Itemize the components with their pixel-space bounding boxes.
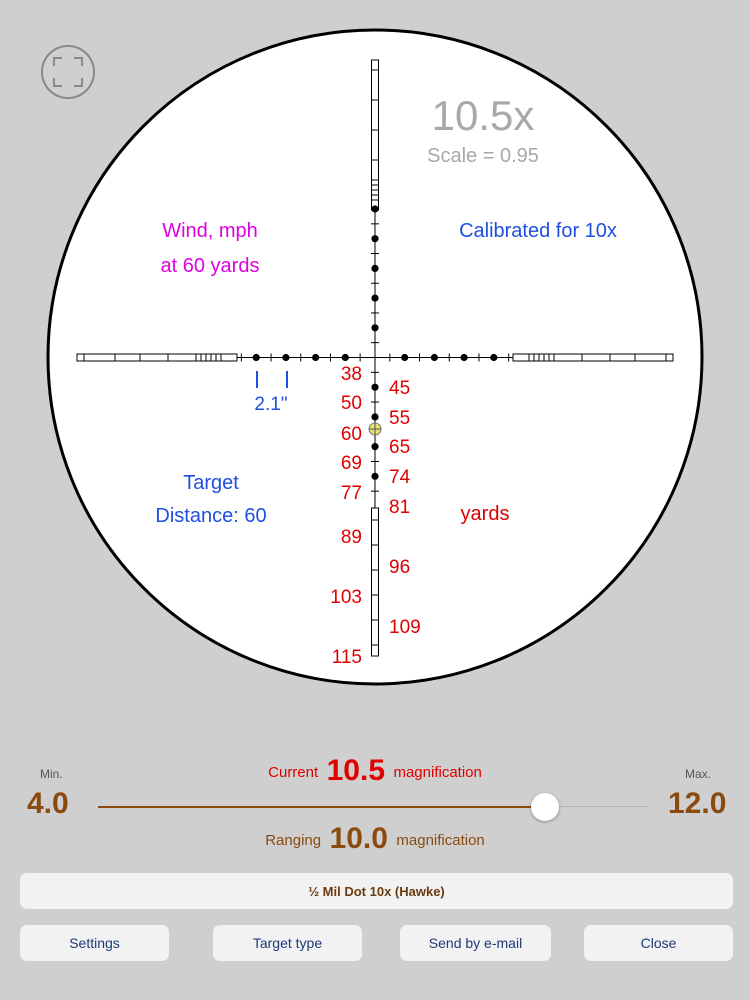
magnification-slider-thumb[interactable] [530,793,559,821]
range-labels-right: 45 55 65 74 81 96 109 [389,378,421,638]
ranging-value: 10.0 [329,822,388,855]
range-label-left: 50 [341,393,362,414]
mil-dot [460,353,468,362]
current-label: Current [268,764,319,781]
min-value: 4.0 [27,787,69,820]
range-label-left: 77 [341,483,362,504]
range-label-left: 38 [341,364,362,385]
magnification-slider-fill[interactable] [98,806,545,808]
aim-point-marker [368,422,382,436]
settings-button[interactable]: Settings [20,925,169,961]
reticle-post-top [371,59,379,211]
reticle-selector-button[interactable]: ½ Mil Dot 10x (Hawke) [20,873,733,909]
mil-dot [341,353,349,362]
reticle-post-right [512,353,674,362]
current-suffix: magnification [393,764,482,781]
reticle-post-left [76,353,238,362]
ranging-suffix: magnification [396,832,485,849]
wind-label-line2: at 60 yards [161,255,260,277]
mil-dot [371,443,379,451]
range-label-left: 69 [341,453,362,474]
min-caption: Min. [40,767,63,781]
scope-view: 10.5x Scale = 0.95 Wind, mph at 60 yards… [41,28,704,686]
current-value: 10.5 [326,754,386,787]
yards-label: yards [461,503,510,525]
spacing-label: 2.1" [254,394,287,415]
wind-label-line1: Wind, mph [162,220,258,242]
target-label-line1: Target [183,472,239,494]
range-label-left: 115 [332,647,362,668]
range-label-right: 55 [389,408,410,429]
calibrated-label: Calibrated for 10x [459,220,617,242]
ranging-label: Ranging [265,832,322,849]
range-label-left: 89 [341,527,362,548]
mil-dot [430,353,438,362]
range-label-right: 109 [389,617,421,638]
mil-dot [490,353,498,362]
reticle-post-bottom [371,507,379,657]
range-label-right: 74 [389,467,411,488]
target-type-button[interactable]: Target type [213,925,362,961]
range-label-right: 65 [389,437,410,458]
range-label-right: 96 [389,557,410,578]
range-label-right: 81 [389,497,410,518]
mil-dot [371,235,379,243]
target-distance-label: Distance: 60 [155,505,266,527]
mil-dot [371,383,379,391]
range-labels-left: 38 50 60 69 77 89 103 115 [330,364,362,668]
ranging-magnification: Ranging 10.0 magnification [0,822,750,856]
mil-dot [371,324,379,332]
mil-dot [371,205,379,213]
range-label-left: 60 [341,424,362,445]
fullscreen-button[interactable] [41,45,95,99]
range-label-right: 45 [389,378,410,399]
mil-dot [252,353,260,362]
mil-dot [312,353,320,362]
mil-dot [282,353,290,362]
mil-dot [371,294,379,302]
max-caption: Max. [685,767,712,781]
mil-dot [401,353,409,362]
magnification-display: 10.5x [432,92,535,139]
mil-dot [371,413,379,421]
scale-text: Scale = 0.95 [427,145,539,167]
expand-icon [53,57,83,87]
current-magnification: Current 10.5 magnification [0,754,750,788]
mil-dot [371,264,379,272]
mil-dot [371,472,379,480]
max-value: 12.0 [668,787,727,820]
range-label-left: 103 [330,587,362,608]
send-email-button[interactable]: Send by e-mail [400,925,551,961]
magnification-slider-track[interactable] [544,806,648,807]
close-button[interactable]: Close [584,925,733,961]
